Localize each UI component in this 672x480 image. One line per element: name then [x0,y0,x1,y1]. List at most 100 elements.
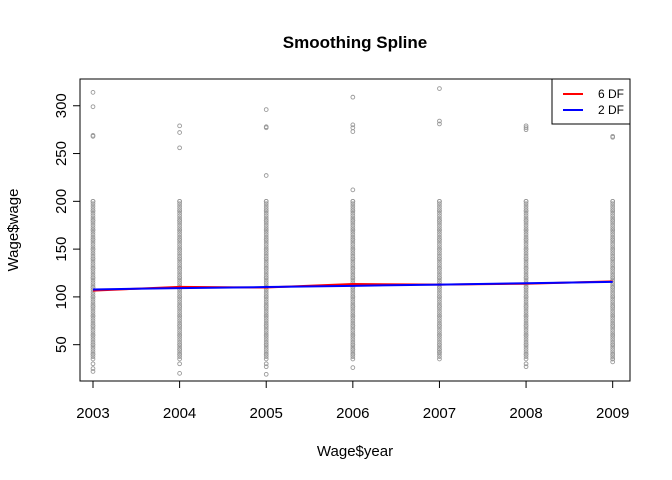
scatter-point [263,232,269,238]
scatter-point [263,270,269,276]
scatter-point [610,339,616,345]
scatter-point [350,313,356,319]
scatter-point [610,198,616,204]
scatter-point [610,354,616,359]
scatter-point [437,213,442,219]
scatter-point [350,230,356,235]
scatter-point [263,258,269,264]
scatter-point [523,265,529,271]
scatter-point [437,222,442,228]
scatter-point [177,361,182,367]
scatter-point [177,203,182,209]
scatter-point [177,222,182,228]
scatter-point [523,249,529,254]
scatter-point [523,256,529,262]
scatter-point [610,349,616,355]
scatter-point [523,253,529,259]
scatter-point [90,263,96,269]
scatter-point [177,306,182,312]
scatter-point [350,311,356,316]
scatter-point [350,306,356,312]
scatter-point [437,308,442,314]
scatter-point [523,227,529,233]
scatter-point [263,364,269,370]
scatter-point [610,296,616,302]
scatter-point [437,349,442,355]
scatter-point [90,304,96,309]
scatter-point [523,308,529,314]
scatter-point [90,241,96,247]
scatter-point [437,258,442,264]
scatter-point [90,210,96,216]
scatter-point [350,256,356,262]
scatter-point [350,275,356,281]
scatter-point [610,218,616,223]
scatter-point [437,234,442,240]
scatter-point [610,258,616,264]
scatter-point [177,246,182,252]
scatter-point [523,270,529,276]
scatter-point [90,270,96,276]
scatter-point [437,121,442,127]
scatter-point [437,118,442,124]
scatter-point [350,198,356,204]
scatter-point [177,330,182,336]
scatter-point [350,299,356,305]
scatter-point [437,320,442,326]
scatter-point [350,316,356,321]
scatter-point [610,215,616,221]
scatter-point [350,208,356,214]
scatter-point [263,289,269,295]
scatter-point [90,249,96,254]
scatter-point [523,344,529,350]
scatter-point [523,230,529,235]
scatter-point [437,220,442,226]
scatter-point [90,244,96,250]
scatter-point [90,104,96,110]
scatter-point [90,366,96,371]
scatter-point [263,201,269,207]
scatter-point [350,220,356,226]
scatter-point [177,313,182,319]
scatter-point [437,327,442,333]
scatter-point [523,273,529,278]
scatter-point [263,313,269,319]
scatter-point [437,304,442,309]
scatter-point [350,232,356,238]
scatter-point [350,249,356,254]
scatter-point [437,318,442,324]
scatter-point [177,215,182,221]
scatter-point [437,311,442,316]
scatter-point [523,330,529,336]
scatter-point [263,273,269,278]
scatter-point [350,265,356,271]
scatter-point [90,206,96,211]
scatter-point [263,241,269,247]
scatter-point [610,299,616,305]
scatter-point [177,206,182,211]
scatter-point [177,275,182,281]
scatter-point [177,261,182,266]
scatter-point [437,277,442,283]
scatter-point [523,263,529,269]
scatter-point [350,273,356,278]
scatter-point [263,215,269,221]
scatter-point [350,215,356,221]
scatter-point [523,325,529,331]
scatter-point [523,351,529,357]
scatter-point [177,230,182,235]
scatter-point [350,225,356,230]
scatter-point [523,316,529,321]
scatter-point [263,371,269,377]
scatter-point [177,218,182,223]
x-tick-label: 2007 [423,405,456,422]
scatter-point [523,268,529,273]
spline-lines [92,280,613,292]
scatter-point [610,232,616,238]
scatter-point [437,287,442,293]
scatter-point [90,234,96,240]
scatter-point [263,234,269,240]
y-tick-label: 50 [53,336,70,353]
scatter-point [437,316,442,321]
x-tick-label: 2008 [509,405,542,422]
